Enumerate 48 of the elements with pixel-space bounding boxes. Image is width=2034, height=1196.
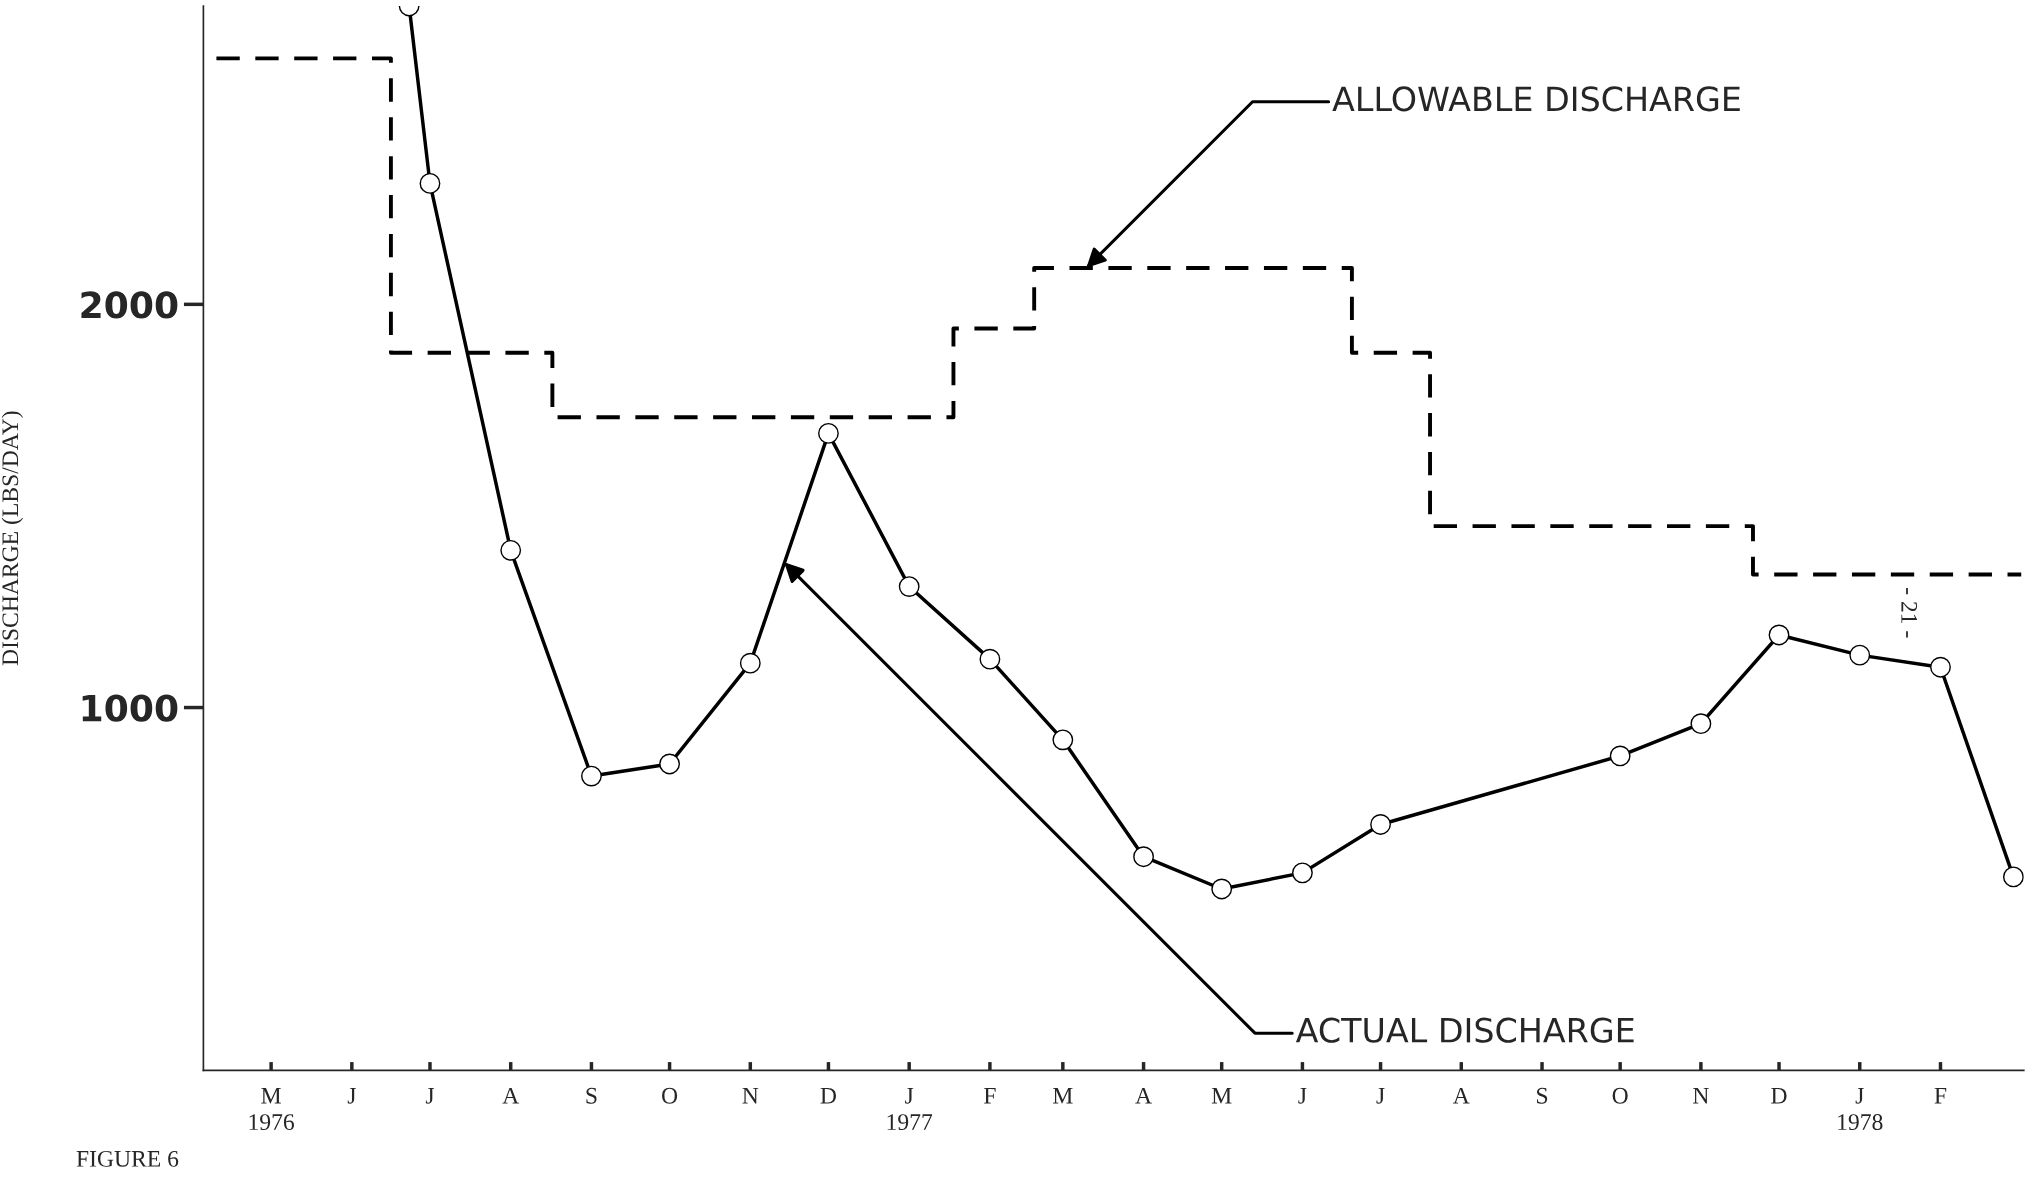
- point: [1690, 713, 1712, 735]
- point: [979, 648, 1001, 670]
- point: [1211, 878, 1233, 900]
- x-tick-label: A: [502, 1087, 520, 1104]
- x-tick-label: M: [1211, 1088, 1232, 1104]
- x-tick-label: J 1977: [887, 1088, 933, 1131]
- x-tick-label: F: [984, 1088, 996, 1104]
- y-axis-title: DISCHARGE (LBS/DAY): [1, 411, 24, 666]
- x-tick-label: J: [425, 1088, 435, 1104]
- point: [2002, 866, 2024, 888]
- point: [1052, 729, 1074, 751]
- x-tick-label: N: [742, 1088, 759, 1104]
- x-tick-label: M: [1053, 1088, 1073, 1104]
- x-tick-label: A: [1453, 1087, 1470, 1104]
- x-tick-label: J: [347, 1088, 356, 1104]
- point: [659, 753, 680, 775]
- x-tick-label: A: [1135, 1087, 1152, 1104]
- annotation: ALLOWABLE DISCHARGE: [1332, 86, 1740, 112]
- point: [500, 539, 522, 561]
- point: [1609, 745, 1631, 767]
- y-tick-label: 2000: [81, 291, 178, 319]
- x-tick-label: J: [1298, 1088, 1307, 1104]
- x-tick-label: O: [1612, 1087, 1628, 1104]
- point: [898, 576, 920, 598]
- x-tick-label: N: [1693, 1088, 1709, 1104]
- point: [419, 172, 441, 194]
- x-tick-label: M 1976: [249, 1088, 295, 1131]
- point: [818, 422, 839, 444]
- y-tick-label: 1000: [82, 694, 178, 722]
- point: [1292, 862, 1313, 884]
- x-tick-label: S: [1537, 1087, 1548, 1104]
- point: [1930, 656, 1951, 678]
- x-tick-label: O: [662, 1087, 678, 1104]
- point: [739, 652, 761, 674]
- point: [1849, 644, 1871, 666]
- point: [1133, 846, 1154, 868]
- point: [1768, 624, 1790, 646]
- point: [581, 765, 602, 787]
- point: [1370, 814, 1391, 835]
- caption: FIGURE 6: [76, 1150, 179, 1167]
- x-tick-label: D: [1771, 1088, 1787, 1104]
- annotation: - 21 -: [1901, 588, 1918, 638]
- x-tick-label: D: [820, 1088, 837, 1104]
- x-tick-label: F: [1934, 1088, 1947, 1104]
- x-tick-label: J 1978: [1838, 1088, 1883, 1131]
- annotation: ACTUAL DISCHARGE: [1295, 1017, 1634, 1043]
- x-tick-label: J: [1376, 1088, 1385, 1104]
- x-tick-label: S: [586, 1087, 597, 1104]
